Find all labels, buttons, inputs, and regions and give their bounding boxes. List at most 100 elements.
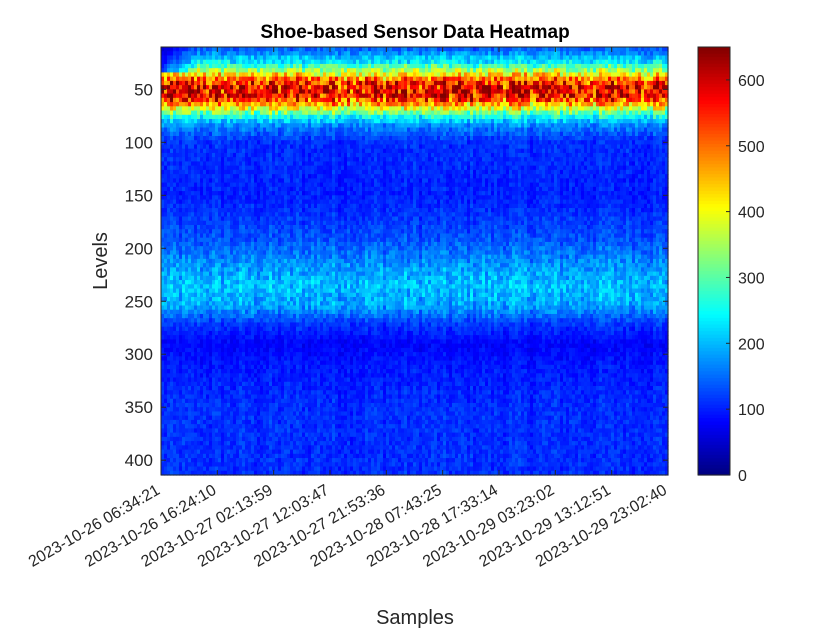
heatmap-cell	[272, 148, 276, 154]
heatmap-cell	[497, 51, 501, 57]
heatmap-cell	[380, 59, 384, 65]
heatmap-cell	[365, 47, 369, 52]
heatmap-cell	[569, 148, 573, 154]
heatmap-cell	[227, 106, 231, 112]
heatmap-cell	[545, 165, 549, 171]
heatmap-cell	[326, 72, 330, 78]
heatmap-cell	[239, 76, 243, 82]
heatmap-cell	[380, 148, 384, 154]
heatmap-cell	[419, 165, 423, 171]
heatmap-cell	[548, 80, 552, 86]
heatmap-cell	[476, 165, 480, 171]
heatmap-cell	[353, 72, 357, 78]
heatmap-cell	[476, 114, 480, 120]
heatmap-cell	[173, 47, 177, 52]
heatmap-cell	[188, 114, 192, 120]
heatmap-cell	[368, 127, 372, 133]
heatmap-cell	[284, 85, 288, 90]
heatmap-cell	[518, 157, 522, 163]
heatmap-cell	[626, 97, 630, 103]
heatmap-cell	[545, 140, 549, 146]
heatmap-cell	[212, 135, 216, 141]
heatmap-cell	[257, 127, 261, 133]
heatmap-cell	[494, 148, 498, 154]
heatmap-cell	[458, 152, 462, 158]
heatmap-cell	[194, 161, 198, 167]
heatmap-cell	[314, 47, 318, 52]
heatmap-cell	[581, 80, 585, 86]
heatmap-cell	[248, 127, 252, 133]
heatmap-cell	[269, 152, 273, 158]
heatmap-cell	[431, 127, 435, 133]
heatmap-cell	[530, 59, 534, 65]
heatmap-cell	[515, 161, 519, 167]
heatmap-cell	[626, 102, 630, 107]
heatmap-cell	[641, 63, 645, 69]
heatmap-cell	[395, 165, 399, 171]
heatmap-cell	[254, 106, 258, 112]
heatmap-cell	[614, 152, 618, 158]
heatmap-cell	[623, 165, 627, 171]
heatmap-cell	[380, 157, 384, 163]
heatmap-cell	[605, 114, 609, 120]
heatmap-cell	[239, 169, 243, 175]
heatmap-cell	[515, 68, 519, 74]
heatmap-cell	[230, 131, 234, 137]
heatmap-cell	[287, 140, 291, 146]
heatmap-cell	[524, 152, 528, 158]
heatmap-cell	[542, 102, 546, 107]
heatmap-cell	[482, 127, 486, 133]
heatmap-cell	[218, 89, 222, 95]
heatmap-cell	[587, 47, 591, 52]
heatmap-cell	[185, 55, 189, 61]
heatmap-cell	[509, 106, 513, 112]
heatmap-cell	[164, 110, 168, 116]
heatmap-cell	[176, 68, 180, 74]
heatmap-cell	[650, 131, 654, 137]
heatmap-cell	[584, 114, 588, 120]
heatmap-cell	[644, 89, 648, 95]
heatmap-cell	[578, 114, 582, 120]
heatmap-cell	[455, 144, 459, 150]
heatmap-cell	[575, 144, 579, 150]
heatmap-cell	[308, 68, 312, 74]
heatmap-cell	[590, 165, 594, 171]
heatmap-cell	[248, 47, 252, 52]
heatmap-cell	[470, 93, 474, 99]
heatmap-cell	[287, 93, 291, 99]
heatmap-cell	[347, 169, 351, 175]
heatmap-cell	[644, 131, 648, 137]
heatmap-cell	[212, 80, 216, 86]
heatmap-cell	[362, 144, 366, 150]
heatmap-cell	[164, 68, 168, 74]
heatmap-cell	[605, 106, 609, 112]
heatmap-cell	[404, 123, 408, 129]
heatmap-cell	[185, 97, 189, 103]
heatmap-cell	[614, 144, 618, 150]
heatmap-cell	[479, 51, 483, 57]
heatmap-cell	[506, 97, 510, 103]
heatmap-cell	[356, 110, 360, 116]
heatmap-cell	[365, 80, 369, 86]
heatmap-cell	[344, 169, 348, 175]
heatmap-cell	[659, 97, 663, 103]
heatmap-cell	[248, 51, 252, 57]
heatmap-cell	[293, 148, 297, 154]
heatmap-cell	[410, 85, 414, 90]
heatmap-cell	[401, 165, 405, 171]
heatmap-cell	[647, 152, 651, 158]
heatmap-cell	[383, 85, 387, 90]
heatmap-cell	[308, 119, 312, 124]
heatmap-cell	[623, 114, 627, 120]
heatmap-cell	[608, 140, 612, 146]
heatmap-cell	[449, 63, 453, 69]
heatmap-cell	[365, 85, 369, 90]
heatmap-cell	[542, 140, 546, 146]
heatmap-cell	[434, 152, 438, 158]
heatmap-cell	[656, 140, 660, 146]
heatmap-cell	[491, 123, 495, 129]
heatmap-cell	[623, 152, 627, 158]
heatmap-cell	[161, 102, 165, 107]
heatmap-cell	[560, 97, 564, 103]
heatmap-cell	[440, 152, 444, 158]
